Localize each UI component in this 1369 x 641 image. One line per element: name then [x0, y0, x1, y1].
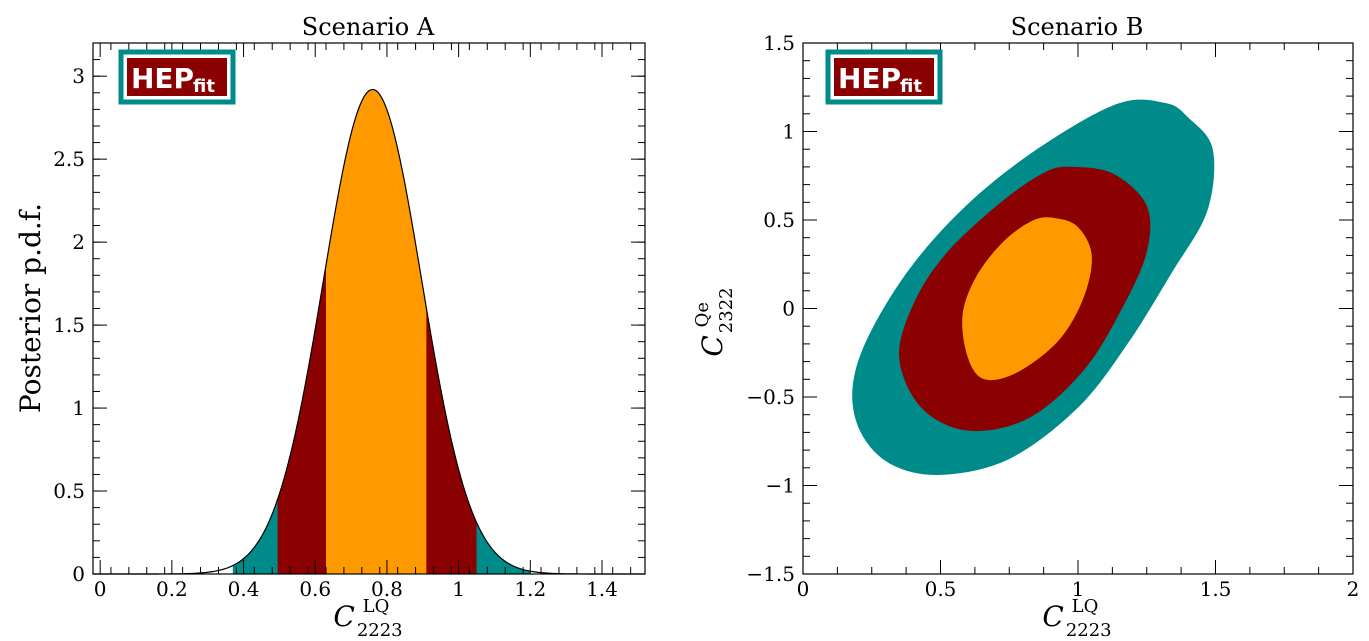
chart-b-ytick-label: 1.5: [763, 31, 795, 55]
chart-a-region-68pct: [325, 89, 427, 574]
chart-a-logo-main: HEP: [131, 62, 194, 95]
chart-a-xtick-label: 1: [452, 577, 465, 601]
chart-a-xlabel-sub: 2223: [357, 620, 403, 641]
chart-b-ytick-label: −0.5: [746, 385, 795, 409]
chart-a-xtick-label: 0.2: [156, 577, 188, 601]
chart-b-xlabel-sup: LQ: [1072, 596, 1099, 617]
chart-b-xtick-label: 1.5: [1200, 577, 1232, 601]
chart-a-ytick-label: 3: [72, 64, 85, 88]
chart-b-ytick-label: −1.5: [746, 562, 795, 586]
chart-a-logo-sub: fit: [193, 76, 215, 97]
chart-a-ytick-label: 0: [72, 562, 85, 586]
chart-a-logo-fill: [127, 58, 227, 96]
chart-a-ytick-label: 0.5: [53, 479, 85, 503]
chart-b-logo-main: HEP: [838, 62, 901, 95]
panel-scenario-a: Scenario A 0 0.2 0.4 0.6 0.8 1 1.2 1.4 0 0.5 1 1.5 2…: [14, 13, 646, 641]
chart-b-regions: [852, 99, 1215, 475]
chart-a-regions: [232, 89, 531, 575]
chart-a-ticks: 0 0.2 0.4 0.6 0.8 1 1.2 1.4 0 0.5 1 1.5 2 2.5 3: [53, 42, 645, 601]
chart-a-ylabel: Posterior p.d.f.: [14, 203, 47, 413]
chart-b-ylabel-sup: Qe: [692, 302, 713, 327]
chart-a-ytick-label: 1.5: [53, 313, 85, 337]
chart-b-logo-fill: [834, 58, 934, 96]
chart-a-xlabel: C 2223 LQ: [333, 596, 402, 641]
chart-a-xtick-label: 1.4: [586, 577, 618, 601]
chart-b-title: Scenario B: [1011, 13, 1144, 41]
chart-a-xtick-label: 0.4: [228, 577, 260, 601]
chart-b-ticks: 0 0.5 1 1.5 2 −1.5 −1 −0.5 0 0.5 1 1.5: [746, 31, 1359, 601]
chart-b-ylabel: C2322Qe: [692, 287, 737, 356]
chart-a-xtick-label: 0.6: [299, 577, 331, 601]
chart-b-ytick-label: 0.5: [763, 208, 795, 232]
chart-a-title: Scenario A: [302, 13, 435, 41]
chart-b-xlabel-main: C: [1042, 600, 1063, 633]
chart-b-region-68pct: [962, 217, 1092, 381]
panel-scenario-b: Scenario B 0 0.5 1 1.5 2 −1.5 −1 −0.5 0 0.5 1 1.5 H…: [692, 13, 1359, 641]
chart-a-ytick-label: 2: [72, 230, 85, 254]
chart-a-ytick-label: 1: [72, 396, 85, 420]
chart-b-ytick-label: −1: [766, 474, 795, 498]
chart-b-xtick-label: 0: [797, 577, 810, 601]
chart-a-ytick-label: 2.5: [53, 147, 85, 171]
chart-b-ylabel-main: C: [696, 335, 729, 356]
chart-b-logo-sub: fit: [900, 76, 922, 97]
chart-b-xtick-label: 2: [1347, 577, 1360, 601]
chart-a-xtick-label: 0.8: [371, 577, 403, 601]
chart-b-xtick-label: 1: [1072, 577, 1085, 601]
chart-b-xlabel: C 2223 LQ: [1042, 596, 1111, 641]
chart-a-xlabel-sup: LQ: [363, 596, 390, 617]
chart-b-ytick-label: 1: [782, 120, 795, 144]
chart-b-xlabel-sub: 2223: [1066, 620, 1112, 641]
chart-a-xtick-label: 1.2: [514, 577, 546, 601]
chart-b-xtick-label: 0.5: [925, 577, 957, 601]
chart-b-ytick-label: 0: [782, 297, 795, 321]
chart-a-xlabel-main: C: [333, 600, 354, 633]
chart-b-ylabel-sub: 2322: [716, 287, 737, 333]
chart-a-xtick-label: 0: [94, 577, 107, 601]
